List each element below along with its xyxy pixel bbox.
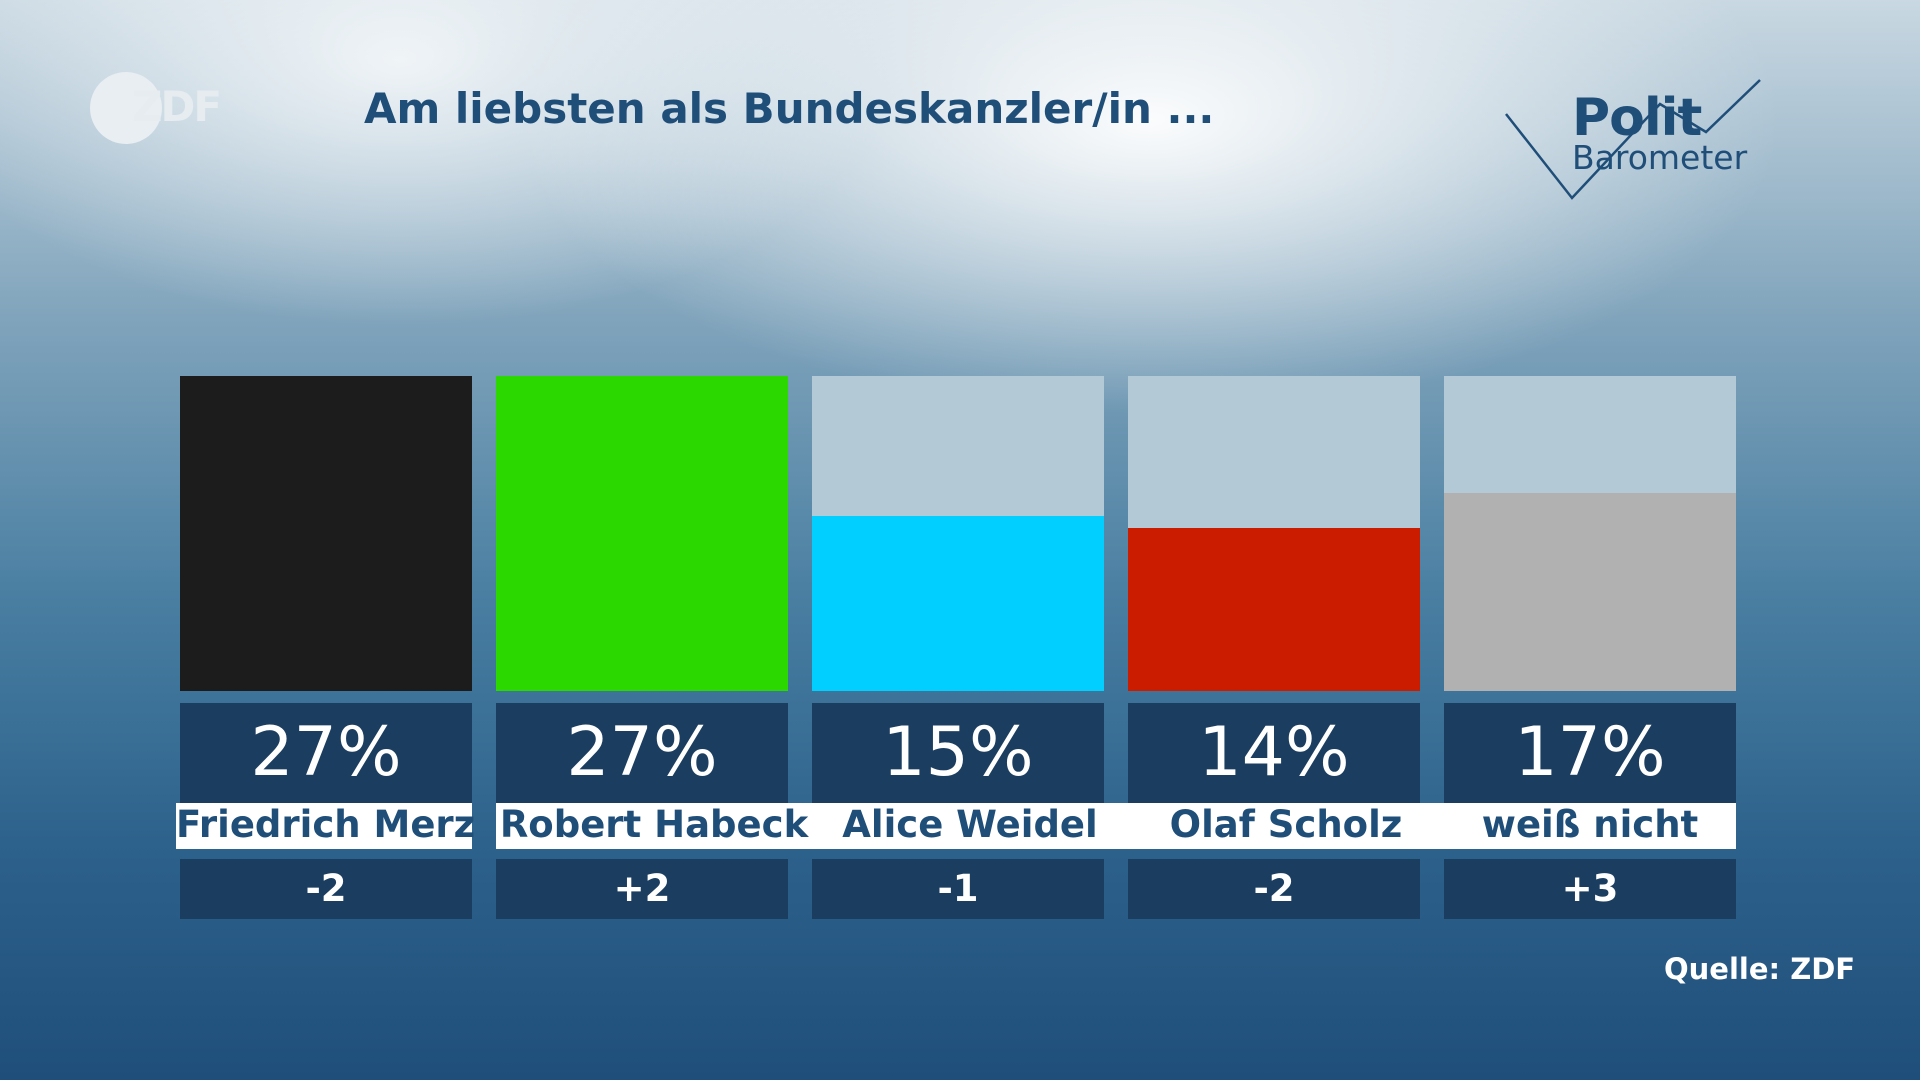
category-label: Alice Weidel (812, 803, 1128, 849)
brand-line-1: Polit (1572, 88, 1702, 148)
bar-value-label: 15% (812, 703, 1104, 803)
bar-value-label: 27% (180, 703, 472, 803)
chart-title: Am liebsten als Bundeskanzler/in ... (364, 84, 1215, 133)
bar-value-label: 17% (1444, 703, 1736, 803)
bar (1444, 493, 1736, 691)
change-label: -2 (1128, 859, 1420, 919)
category-label: Friedrich Merz (176, 803, 475, 849)
bar (1128, 528, 1420, 691)
bar (180, 376, 472, 691)
bar (496, 376, 788, 691)
trend-line-icon (1505, 79, 1761, 200)
zdf-logo: ZDF (90, 72, 230, 146)
source-note: Quelle: ZDF (1664, 952, 1856, 986)
category-label: weiß nicht (1444, 803, 1736, 849)
brand-line-2: Barometer (1572, 138, 1748, 177)
bar-value-label: 14% (1128, 703, 1420, 803)
change-label: +3 (1444, 859, 1736, 919)
category-label: Olaf Scholz (1128, 803, 1444, 849)
zdf-logo-text: ZDF (132, 82, 222, 131)
bar (812, 516, 1104, 691)
category-label: Robert Habeck (496, 803, 812, 849)
change-label: -1 (812, 859, 1104, 919)
zdf-logo-circle (90, 72, 162, 144)
change-label: -2 (180, 859, 472, 919)
change-label: +2 (496, 859, 788, 919)
politbarometer-logo: Polit Barometer (1500, 70, 1810, 210)
bar-value-label: 27% (496, 703, 788, 803)
